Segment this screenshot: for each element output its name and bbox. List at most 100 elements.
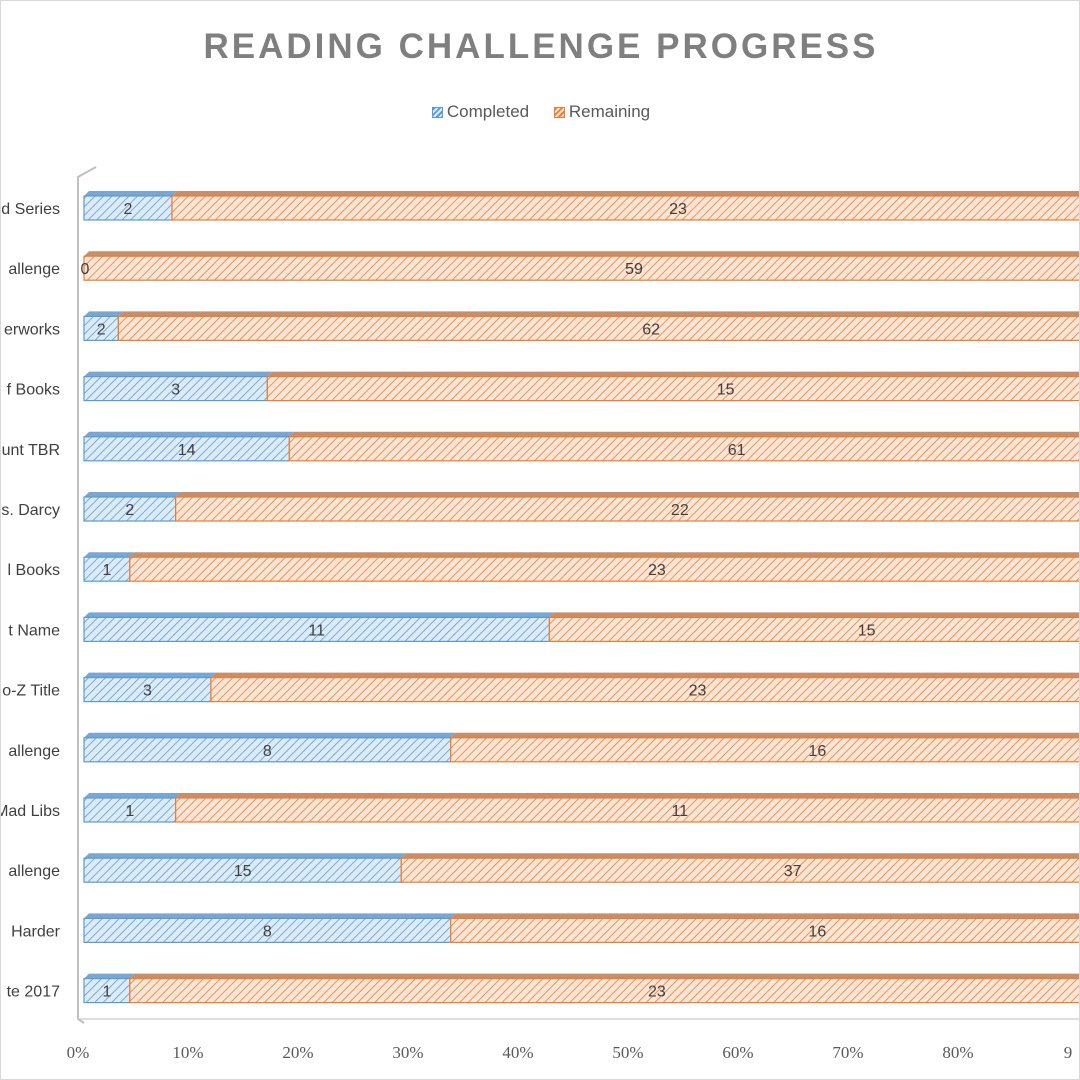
bar-completed-top (84, 371, 273, 377)
data-label-completed: 8 (263, 743, 272, 760)
category-label: erworks (4, 321, 60, 338)
bar-completed (83, 917, 452, 944)
x-tick-label: 30% (392, 1043, 423, 1062)
bar-remaining-top (289, 431, 1079, 437)
bar-completed-top (84, 793, 181, 798)
legend: Completed Remaining (1, 102, 1079, 123)
bar-remaining (210, 676, 1079, 703)
x-tick-label: 70% (832, 1043, 863, 1062)
data-label-remaining: 22 (671, 502, 689, 519)
bar-completed-top (84, 913, 456, 919)
data-label-remaining: 23 (648, 562, 666, 579)
data-label-completed: 3 (143, 683, 152, 700)
bar-completed (83, 496, 177, 522)
bar-completed-top (84, 672, 216, 678)
bar-remaining (83, 255, 1079, 281)
bar-remaining (450, 737, 1079, 763)
bar-remaining (400, 857, 1079, 883)
data-label-completed: 3 (171, 382, 180, 399)
data-label-remaining: 59 (625, 261, 643, 278)
category-label: s. Darcy (1, 502, 60, 519)
category-label: Harder (11, 923, 61, 940)
bar-remaining (266, 376, 1079, 402)
category-label: l Books (8, 562, 60, 579)
category-label: Mad Libs (1, 803, 60, 820)
bar-remaining-top (267, 371, 1079, 377)
bar-completed (83, 676, 212, 703)
data-label-remaining: 16 (808, 923, 826, 940)
data-label-remaining: 23 (648, 984, 666, 1001)
data-label-remaining: 15 (858, 622, 876, 639)
bar-remaining-top (175, 492, 1079, 497)
bar-completed-top (84, 612, 555, 618)
legend-item-completed: Completed (431, 102, 530, 122)
bar-completed-top (84, 853, 407, 859)
x-tick-label: 60% (722, 1043, 753, 1062)
category-label: allenge (8, 261, 60, 278)
legend-item-remaining: Remaining (553, 102, 651, 122)
legend-label-remaining: Remaining (568, 102, 651, 121)
data-label-completed: 1 (102, 562, 111, 579)
x-tick-label: 40% (502, 1043, 533, 1062)
x-tick-label: 9 (1064, 1043, 1073, 1062)
legend-swatch-completed (431, 106, 443, 118)
data-label-completed: 0 (81, 261, 90, 278)
bar-remaining (175, 797, 1079, 823)
category-label: allenge (8, 863, 60, 880)
data-label-completed: 1 (102, 984, 111, 1001)
bar-remaining (450, 917, 1079, 944)
bar-remaining-top (549, 612, 1079, 618)
bar-completed-top (84, 431, 295, 437)
data-label-remaining: 61 (728, 442, 746, 459)
category-label: unt TBR (2, 442, 60, 459)
bar-remaining-top (129, 552, 1079, 558)
x-tick-label: 10% (172, 1043, 203, 1062)
data-label-completed: 1 (125, 803, 134, 820)
category-label: allenge (8, 743, 60, 760)
category-label: t Name (8, 622, 60, 639)
data-label-completed: 2 (124, 201, 133, 218)
data-label-completed: 14 (178, 442, 196, 459)
data-label-remaining: 16 (808, 743, 826, 760)
bar-completed (83, 556, 131, 582)
data-label-remaining: 62 (642, 321, 660, 338)
bar-remaining (171, 195, 1079, 221)
bar-remaining-top (450, 732, 1079, 738)
bar-completed (83, 977, 131, 1004)
bar-remaining-top (118, 311, 1079, 317)
bar-remaining (129, 556, 1079, 582)
data-label-remaining: 11 (672, 803, 689, 820)
bar-completed (83, 797, 177, 823)
category-label: f Books (7, 382, 60, 399)
bar-completed-top (84, 191, 177, 196)
bar-completed-top (84, 973, 135, 979)
bar-completed (83, 315, 119, 341)
legend-label-completed: Completed (446, 102, 530, 121)
x-tick-label: 80% (942, 1043, 973, 1062)
bar-completed (83, 195, 173, 221)
data-label-remaining: 37 (784, 863, 802, 880)
bar-remaining-top (175, 793, 1079, 798)
bar-completed-top (84, 552, 135, 558)
bar-completed-top (84, 311, 124, 317)
x-tick-label: 50% (612, 1043, 643, 1062)
bar-remaining (117, 315, 1079, 341)
bar-remaining (548, 616, 1079, 643)
bar-remaining-top (401, 853, 1079, 859)
bar-remaining (288, 436, 1079, 462)
data-label-remaining: 23 (669, 201, 687, 218)
bar-remaining (175, 496, 1079, 522)
y-axis-line (77, 166, 97, 1024)
category-label: o-Z Title (2, 683, 60, 700)
data-label-completed: 15 (234, 863, 252, 880)
x-tick-label: 0% (67, 1043, 90, 1062)
bar-completed (83, 616, 550, 643)
data-label-remaining: 23 (689, 683, 707, 700)
bar-remaining-top (172, 191, 1079, 196)
bar-remaining-top (210, 672, 1079, 678)
data-label-completed: 2 (97, 321, 106, 338)
data-label-completed: 11 (308, 622, 325, 639)
x-tick-label: 20% (282, 1043, 313, 1062)
